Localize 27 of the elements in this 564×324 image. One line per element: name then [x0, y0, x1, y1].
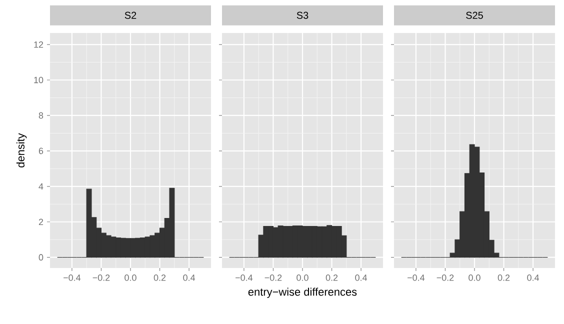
chart-title: S3	[296, 12, 308, 19]
x-tick-label: 0.2	[326, 274, 338, 281]
y-tick-label: 10	[34, 76, 44, 84]
y-tick-label: 8	[38, 112, 44, 119]
x-tick-label: 0.0	[296, 274, 308, 281]
x-tick-label: 0.0	[124, 274, 136, 281]
chart-title: S25	[466, 12, 483, 19]
y-tick-label: 0	[38, 254, 44, 261]
chart-title: S2	[124, 12, 136, 19]
x-tick-label: 0.0	[468, 274, 480, 281]
x-tick-label: 0.4	[183, 274, 196, 281]
y-axis-title: density	[16, 133, 27, 168]
x-tick-label: −0.4	[236, 274, 253, 281]
y-tick-label: 12	[34, 41, 44, 48]
x-tick-label: −0.2	[436, 274, 454, 281]
x-tick-label: 0.4	[527, 274, 540, 281]
y-tick-label: 4	[38, 183, 44, 190]
y-tick-label: 6	[38, 148, 44, 154]
x-tick-label: −0.4	[64, 274, 81, 281]
x-tick-label: −0.2	[264, 274, 282, 281]
x-axis-title: entry−wise differences	[248, 288, 357, 298]
x-tick-label: 0.2	[154, 274, 166, 281]
x-tick-label: −0.4	[408, 274, 425, 281]
x-tick-label: 0.4	[355, 274, 368, 281]
y-tick-label: 2	[38, 218, 44, 226]
x-tick-label: −0.2	[92, 274, 110, 281]
x-tick-label: 0.2	[498, 274, 510, 281]
